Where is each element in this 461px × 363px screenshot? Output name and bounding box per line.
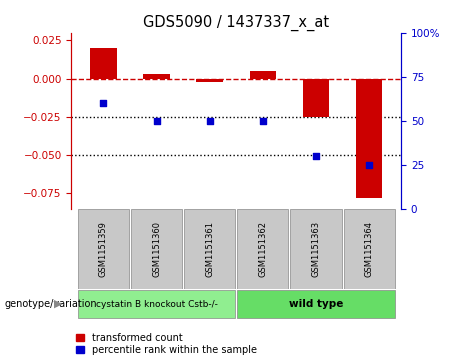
Text: GSM1151360: GSM1151360 (152, 221, 161, 277)
Text: genotype/variation: genotype/variation (5, 299, 97, 309)
Point (366, 162, 373, 168)
Point (259, 118, 266, 124)
Bar (131, 209, 182, 289)
Bar (196, 79, 223, 82)
Text: ▶: ▶ (54, 299, 62, 309)
Text: GSM1151362: GSM1151362 (258, 221, 267, 277)
Bar (237, 209, 289, 289)
Bar (237, 290, 395, 318)
Text: GSM1151359: GSM1151359 (99, 221, 108, 277)
Legend: transformed count, percentile rank within the sample: transformed count, percentile rank withi… (77, 333, 257, 355)
Bar (78, 209, 129, 289)
Point (312, 153, 319, 159)
Bar (78, 290, 235, 318)
Text: GSM1151363: GSM1151363 (312, 221, 320, 277)
Title: GDS5090 / 1437337_x_at: GDS5090 / 1437337_x_at (143, 15, 329, 31)
Point (206, 118, 213, 124)
Bar (343, 209, 395, 289)
Bar (143, 74, 170, 79)
Text: GSM1151364: GSM1151364 (365, 221, 374, 277)
Text: GSM1151361: GSM1151361 (205, 221, 214, 277)
Bar (290, 209, 342, 289)
Bar (303, 79, 329, 117)
Point (100, 100, 107, 106)
Text: cystatin B knockout Cstb-/-: cystatin B knockout Cstb-/- (95, 299, 218, 309)
Text: wild type: wild type (289, 299, 343, 309)
Bar (356, 79, 383, 198)
Bar (249, 71, 276, 79)
Bar (90, 48, 117, 79)
Point (153, 118, 160, 124)
Bar (184, 209, 235, 289)
